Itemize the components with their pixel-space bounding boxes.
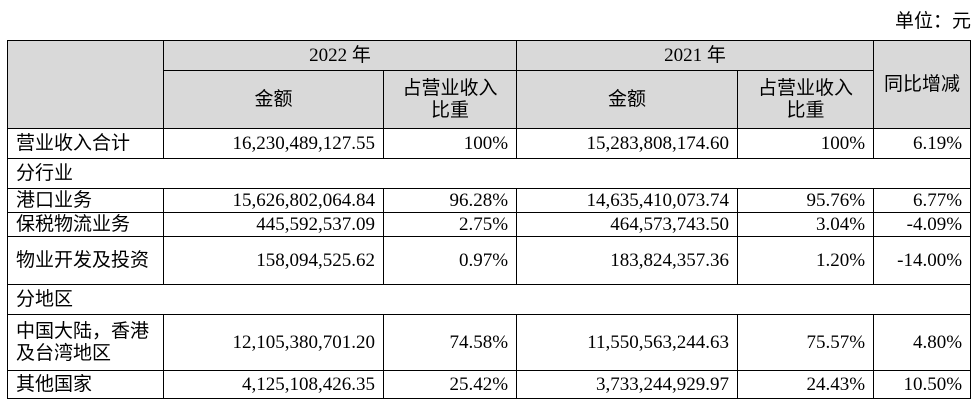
table-row: 保税物流业务 445,592,537.09 2.75% 464,573,743.… — [7, 212, 972, 237]
share-2021: 100% — [737, 128, 875, 159]
share-2022: 0.97% — [382, 236, 518, 285]
revenue-table: 2022 年 2021 年 同比增减 金额 占营业收入 比重 金额 占营业收入 比重… — [6, 40, 972, 399]
header-share-2022: 占营业收入 比重 — [382, 70, 518, 129]
yoy-change: 10.50% — [873, 370, 972, 399]
amount-2022: 158,094,525.62 — [163, 236, 384, 285]
header-share-2021: 占营业收入 比重 — [737, 70, 875, 129]
unit-label: 单位：元 — [894, 10, 971, 32]
table-row: 其他国家 4,125,108,426.35 25.42% 3,733,244,9… — [7, 370, 972, 399]
share-2022: 74.58% — [382, 314, 518, 371]
yoy-change: 4.80% — [873, 314, 972, 371]
table-row: 港口业务 15,626,802,064.84 96.28% 14,635,410… — [7, 188, 972, 213]
share-2021: 75.57% — [737, 314, 875, 371]
share-2022: 100% — [382, 128, 518, 159]
amount-2021: 11,550,563,244.63 — [516, 314, 739, 371]
share-2021: 24.43% — [737, 370, 875, 399]
share-2022: 96.28% — [382, 188, 518, 213]
amount-2021: 464,573,743.50 — [516, 212, 739, 237]
yoy-change: 6.77% — [873, 188, 972, 213]
yoy-change: 6.19% — [873, 128, 972, 159]
yoy-change: -4.09% — [873, 212, 972, 237]
share-2022: 25.42% — [382, 370, 518, 399]
row-label: 港口业务 — [7, 188, 164, 213]
amount-2021: 183,824,357.36 — [516, 236, 739, 285]
row-label: 其他国家 — [7, 370, 164, 399]
share-2021: 95.76% — [737, 188, 875, 213]
share-2021: 1.20% — [737, 236, 875, 285]
share-2022: 2.75% — [382, 212, 518, 237]
yoy-change: -14.00% — [873, 236, 972, 285]
table-row-total: 营业收入合计 16,230,489,127.55 100% 15,283,808… — [7, 128, 972, 159]
header-year-2022: 2022 年 — [162, 40, 518, 71]
section-title-region: 分地区 — [6, 284, 972, 315]
amount-2022: 15,626,802,064.84 — [163, 188, 384, 213]
amount-2022: 16,230,489,127.55 — [163, 128, 384, 159]
header-yoy: 同比增减 — [873, 40, 972, 129]
row-label: 物业开发及投资 — [7, 236, 164, 285]
table-row: 物业开发及投资 158,094,525.62 0.97% 183,824,357… — [7, 236, 972, 285]
row-label: 中国大陆，香港及台湾地区 — [7, 314, 164, 371]
share-2021: 3.04% — [737, 212, 875, 237]
amount-2022: 12,105,380,701.20 — [163, 314, 384, 371]
amount-2021: 3,733,244,929.97 — [516, 370, 739, 399]
amount-2022: 4,125,108,426.35 — [163, 370, 384, 399]
header-amount-2021: 金额 — [516, 70, 739, 129]
header-blank — [7, 40, 164, 129]
header-year-2021: 2021 年 — [516, 40, 875, 71]
amount-2022: 445,592,537.09 — [163, 212, 384, 237]
row-label: 营业收入合计 — [7, 128, 164, 159]
section-title-industry: 分行业 — [6, 158, 972, 189]
amount-2021: 15,283,808,174.60 — [516, 128, 739, 159]
row-label: 保税物流业务 — [7, 212, 164, 237]
amount-2021: 14,635,410,073.74 — [516, 188, 739, 213]
table-row: 中国大陆，香港及台湾地区 12,105,380,701.20 74.58% 11… — [7, 314, 972, 371]
header-amount-2022: 金额 — [163, 70, 384, 129]
